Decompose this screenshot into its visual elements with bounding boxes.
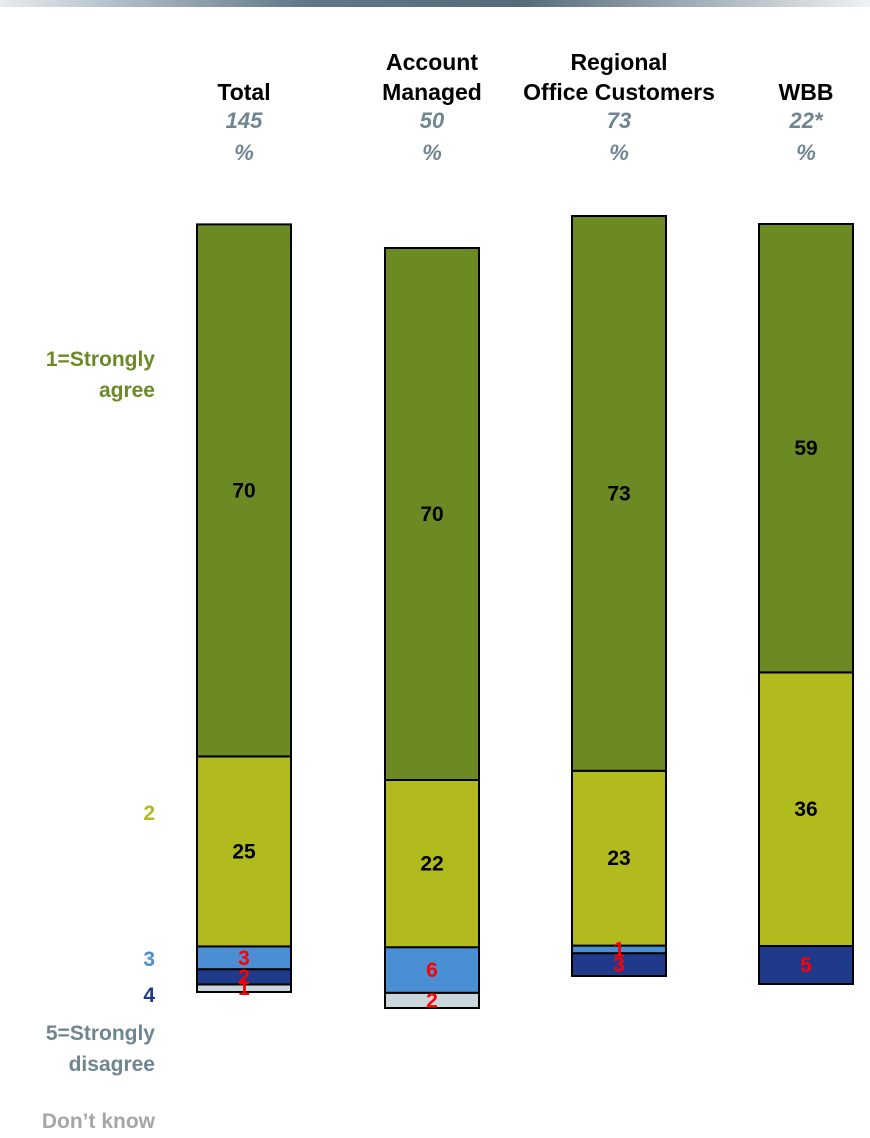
legend-label-5-line-0: Don’t know [42, 1110, 156, 1133]
column-title-1-line-1: Managed [382, 79, 482, 105]
bar-segment-2-series-1 [571, 769, 667, 947]
column-title-2-line-1: Office Customers [523, 79, 715, 105]
column-unit-1: % [422, 140, 442, 165]
value-label-2-series-3: 3 [613, 954, 625, 977]
column-unit-2: % [609, 140, 629, 165]
bar-segment-1-series-0 [384, 247, 480, 781]
legend-label-0-line-0: 1=Strongly [46, 348, 155, 371]
legend-label-4-line-1: disagree [69, 1053, 155, 1076]
value-label-0-series-2: 3 [238, 947, 250, 970]
column-title-3-line-0: WBB [779, 79, 834, 105]
value-label-0-series-4: 1 [238, 977, 250, 1000]
legend-label-2-line-0: 3 [143, 948, 155, 971]
bar-segment-2-series-0 [571, 215, 667, 772]
column-unit-3: % [796, 140, 816, 165]
value-label-1-series-0: 70 [420, 503, 443, 526]
value-label-0-series-3: 2 [238, 966, 250, 989]
value-label-2-series-2: 1 [613, 938, 625, 961]
value-label-2-series-0: 73 [607, 482, 630, 505]
value-label-3-series-1: 36 [794, 798, 817, 821]
legend-label-1-line-0: 2 [143, 802, 155, 825]
column-title-0-line-0: Total [217, 79, 270, 105]
column-base-2: 73 [607, 108, 631, 133]
value-label-3-series-3: 5 [800, 954, 812, 977]
bar-segment-3-series-0 [758, 223, 854, 674]
legend-label-0-line-1: agree [99, 379, 155, 402]
value-label-0-series-0: 70 [232, 479, 255, 502]
value-label-1-series-2: 6 [426, 959, 438, 982]
bar-segment-0-series-1 [196, 755, 292, 948]
bar-segment-3-series-3 [758, 945, 854, 985]
bar-segment-1-series-2 [384, 946, 480, 994]
column-base-0: 145 [226, 108, 263, 133]
column-base-3: 22* [788, 108, 823, 133]
value-label-1-series-1: 22 [420, 853, 443, 876]
value-label-0-series-1: 25 [232, 840, 256, 863]
column-unit-0: % [234, 140, 254, 165]
bar-segment-0-series-0 [196, 223, 292, 758]
value-label-1-series-4: 2 [426, 989, 438, 1012]
column-title-1-line-0: Account [386, 49, 478, 75]
header-rule [0, 0, 870, 10]
column-base-1: 50 [420, 108, 445, 133]
column-title-2-line-0: Regional [570, 49, 667, 75]
legend-label-3-line-0: 4 [143, 984, 155, 1007]
value-label-2-series-1: 23 [607, 847, 630, 870]
legend-label-4-line-0: 5=Strongly [46, 1022, 155, 1045]
bar-segment-3-series-1 [758, 671, 854, 948]
bar-segment-1-series-1 [384, 779, 480, 949]
value-label-3-series-0: 59 [794, 437, 817, 460]
